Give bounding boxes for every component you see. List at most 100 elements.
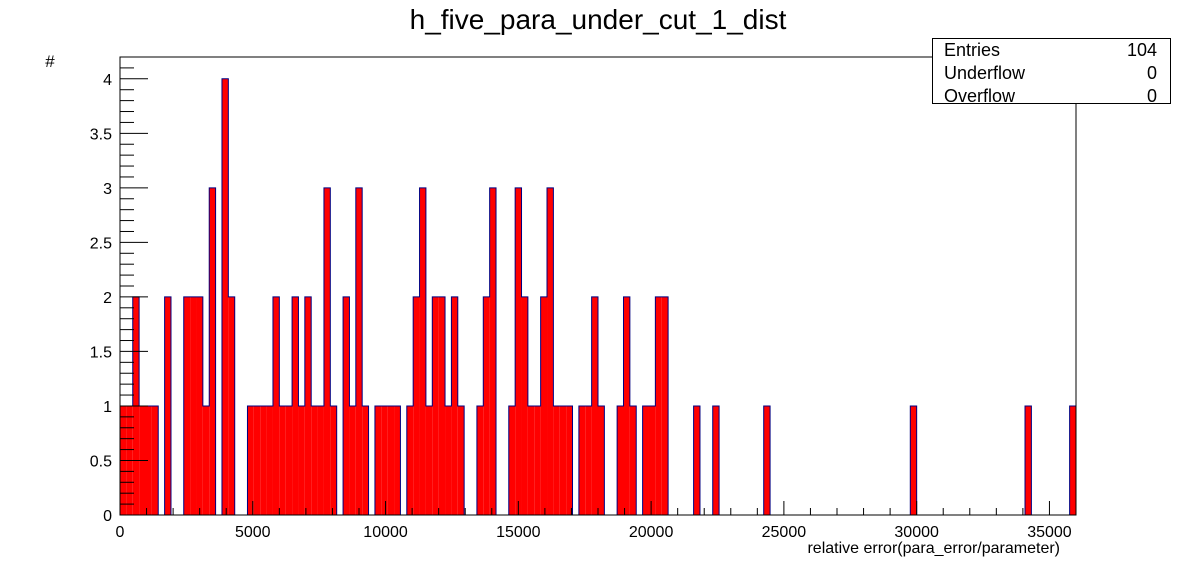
histogram-bar	[374, 405, 382, 515]
histogram-bar	[1069, 405, 1076, 515]
histogram-bar	[279, 405, 286, 515]
histogram-bar	[598, 405, 605, 515]
histogram-bar	[534, 405, 541, 515]
y-tick-label: 4	[103, 72, 112, 89]
histogram-bar	[247, 405, 254, 515]
histogram-bar	[228, 296, 235, 515]
histogram-bar	[196, 296, 203, 515]
x-tick-label: 20000	[629, 524, 674, 541]
histogram-bar	[623, 296, 630, 515]
histogram-bar	[521, 296, 528, 515]
histogram-bar	[362, 405, 369, 515]
histogram-bar	[387, 405, 395, 515]
histogram-bar	[183, 296, 191, 515]
histogram-bar	[151, 405, 159, 515]
stats-label: Entries	[944, 40, 1001, 60]
histogram-bar	[413, 296, 420, 515]
histogram-bar	[508, 405, 516, 515]
histogram-bar	[451, 296, 458, 515]
histogram-bar	[272, 296, 280, 515]
stats-label: Overflow	[944, 86, 1016, 106]
stats-value: 0	[1146, 63, 1157, 83]
histogram-bar	[515, 187, 522, 515]
histogram-bar	[190, 296, 197, 515]
histogram-bar	[693, 405, 700, 515]
histogram-bar	[304, 296, 312, 515]
histogram-outline	[119, 78, 1077, 516]
x-tick-label: 30000	[894, 524, 939, 541]
stats-label: Underflow	[944, 63, 1026, 83]
histogram-bar	[343, 296, 350, 515]
histogram-bar	[381, 405, 388, 515]
histogram-bar	[253, 405, 261, 515]
histogram-bar	[209, 187, 216, 515]
x-axis-label: relative error(para_error/parameter)	[807, 540, 1060, 557]
histogram-bar	[527, 405, 535, 515]
histogram-bar	[553, 405, 560, 515]
y-tick-label: 1.5	[90, 344, 112, 361]
histogram-bar	[349, 405, 356, 515]
stats-value: 0	[1146, 86, 1157, 106]
histogram-bar	[355, 187, 363, 515]
histogram-bar	[311, 405, 318, 515]
histogram-bar	[661, 296, 669, 515]
histogram-bar	[419, 187, 426, 515]
histogram-bar	[910, 405, 917, 515]
y-tick-label: 2.5	[90, 235, 112, 252]
histogram-bar	[476, 405, 484, 515]
stats-value: 104	[1126, 40, 1157, 60]
histogram-bar	[540, 296, 548, 515]
histogram-bar	[763, 405, 771, 515]
histogram-bar	[483, 296, 490, 515]
histogram-bar	[292, 296, 299, 515]
histogram-bar	[260, 405, 267, 515]
y-tick-label: 2	[103, 290, 112, 307]
histogram-bar	[266, 405, 273, 515]
histogram-bar	[285, 405, 293, 515]
y-tick-label: 3	[103, 181, 112, 198]
histogram-bars	[119, 78, 1077, 516]
x-tick-label: 5000	[235, 524, 271, 541]
y-tick-label: 1	[103, 399, 112, 416]
x-tick-label: 10000	[363, 524, 408, 541]
histogram-bar	[1025, 405, 1032, 515]
histogram-bar	[394, 405, 401, 515]
histogram-bar	[566, 405, 573, 515]
histogram-bar	[559, 405, 567, 515]
histogram-bar	[298, 405, 305, 515]
y-axis: 0 0.5 1 1.5 2 2.5 3 3.5 4	[90, 56, 148, 525]
histogram-bar	[202, 405, 210, 515]
histogram-bar	[317, 405, 324, 515]
histogram-bar	[712, 405, 720, 515]
histogram-bar	[457, 405, 465, 515]
stats-box: Entries 104 Underflow 0 Overflow 0	[932, 38, 1171, 106]
x-axis: 0 5000 10000 15000 20000 25000 30000 35000	[116, 501, 1077, 541]
histogram-bar	[425, 405, 433, 515]
histogram-bar	[145, 405, 152, 515]
x-tick-label: 35000	[1027, 524, 1072, 541]
histogram-bar	[617, 405, 624, 515]
stats-row-entries: Entries 104	[933, 39, 1170, 62]
histogram-bar	[330, 405, 337, 515]
chart-title: h_five_para_under_cut_1_dist	[409, 4, 787, 35]
histogram-bar	[406, 405, 414, 515]
y-tick-label: 3.5	[90, 126, 112, 143]
x-tick-label: 25000	[762, 524, 807, 541]
histogram-bar	[629, 405, 637, 515]
histogram-bar	[164, 296, 171, 515]
x-tick-label: 0	[116, 524, 125, 541]
histogram-bar	[323, 187, 331, 515]
histogram-bar	[642, 405, 649, 515]
histogram-bar	[489, 187, 497, 515]
histogram-bar	[221, 78, 229, 516]
y-tick-label: 0	[103, 508, 112, 525]
y-axis-label: #	[45, 52, 55, 71]
histogram-bar	[655, 296, 662, 515]
stats-row-underflow: Underflow 0	[933, 62, 1170, 85]
x-tick-label: 15000	[496, 524, 541, 541]
histogram-bar	[648, 405, 656, 515]
histogram-bar	[578, 405, 586, 515]
histogram-bar	[432, 296, 439, 515]
histogram-bar	[445, 405, 452, 515]
